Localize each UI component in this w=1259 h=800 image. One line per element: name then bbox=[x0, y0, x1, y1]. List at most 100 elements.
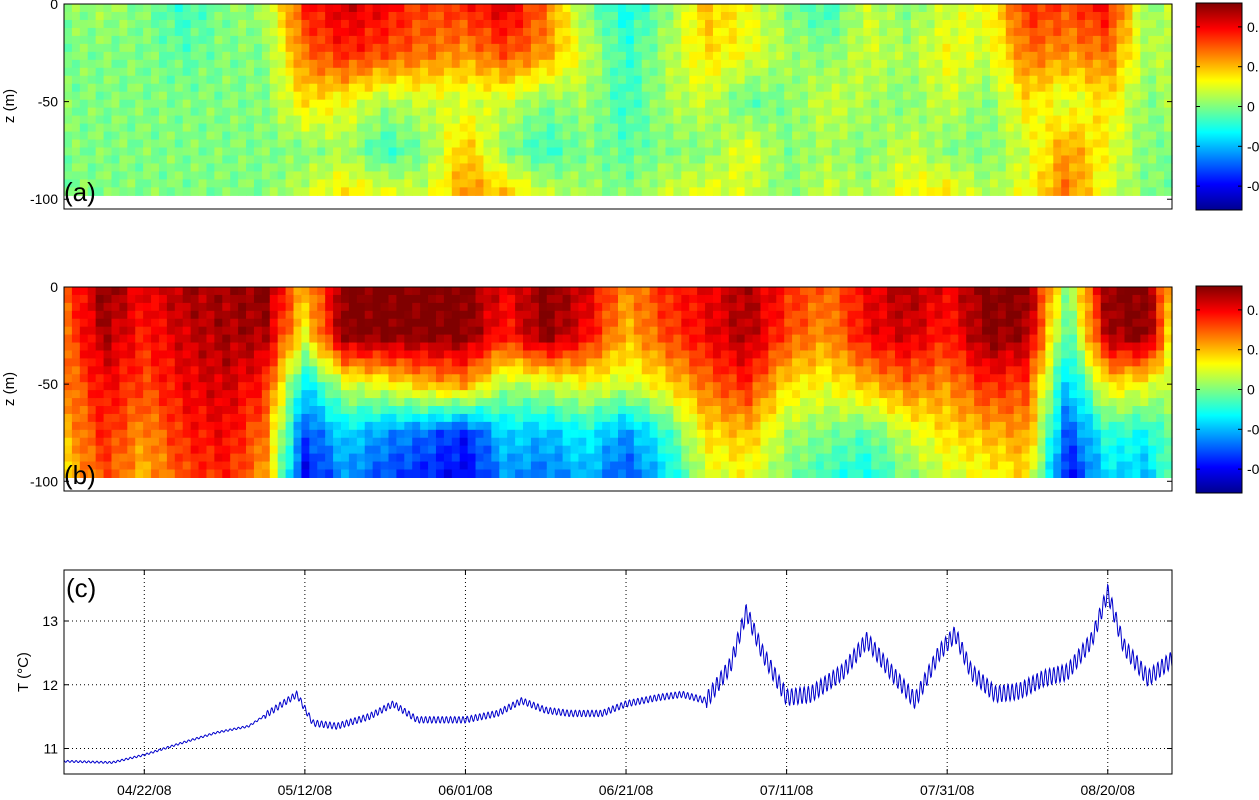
heatmap-cell bbox=[198, 171, 208, 180]
heatmap-cell bbox=[443, 19, 453, 29]
heatmap-cell bbox=[269, 302, 279, 312]
heatmap-cell bbox=[64, 469, 73, 478]
heatmap-cell bbox=[515, 310, 524, 320]
heatmap-cell bbox=[143, 287, 152, 296]
heatmap-cell bbox=[839, 155, 849, 165]
heatmap-cell bbox=[1108, 179, 1118, 188]
heatmap-cell bbox=[586, 366, 595, 375]
heatmap-cell bbox=[570, 421, 580, 431]
heatmap-cell bbox=[119, 35, 128, 45]
heatmap-cell bbox=[261, 43, 271, 53]
heatmap-cell bbox=[649, 139, 659, 149]
heatmap-cell bbox=[388, 35, 397, 45]
heatmap-cell bbox=[261, 99, 271, 109]
heatmap-cell bbox=[618, 43, 627, 53]
heatmap-cell bbox=[523, 437, 532, 447]
heatmap-cell bbox=[103, 334, 113, 344]
heatmap-cell bbox=[230, 390, 239, 399]
heatmap-cell bbox=[364, 35, 374, 45]
heatmap-cell bbox=[246, 334, 255, 344]
heatmap-cell bbox=[538, 453, 548, 463]
heatmap-cell bbox=[372, 382, 382, 391]
heatmap-cell bbox=[420, 43, 429, 53]
heatmap-cell bbox=[902, 11, 912, 21]
heatmap-cell bbox=[641, 147, 651, 157]
heatmap-cell bbox=[435, 437, 445, 447]
heatmap-cell bbox=[261, 445, 271, 455]
heatmap-cell bbox=[182, 310, 192, 320]
heatmap-cell bbox=[230, 350, 239, 359]
heatmap-cell bbox=[879, 171, 888, 180]
heatmap-cell bbox=[546, 390, 556, 399]
heatmap-cell bbox=[166, 287, 176, 296]
heatmap-cell bbox=[95, 35, 105, 45]
heatmap-cell bbox=[1037, 187, 1046, 196]
heatmap-cell bbox=[277, 437, 287, 447]
heatmap-cell bbox=[285, 163, 295, 173]
heatmap-cell bbox=[435, 374, 445, 383]
heatmap-cell bbox=[182, 67, 192, 77]
heatmap-cell bbox=[1013, 155, 1023, 165]
heatmap-cell bbox=[396, 43, 405, 53]
heatmap-cell bbox=[491, 437, 500, 447]
heatmap-cell bbox=[475, 155, 485, 165]
heatmap-cell bbox=[800, 163, 809, 173]
heatmap-cell bbox=[554, 179, 564, 188]
heatmap-cell bbox=[1156, 27, 1165, 37]
heatmap-cell bbox=[230, 179, 239, 188]
heatmap-cell bbox=[341, 179, 350, 188]
heatmap-cell bbox=[246, 19, 255, 29]
heatmap-cell bbox=[198, 302, 208, 312]
heatmap-cell bbox=[499, 390, 508, 399]
heatmap-cell bbox=[222, 163, 231, 173]
heatmap-cell bbox=[950, 4, 959, 13]
heatmap-cell bbox=[341, 75, 350, 85]
heatmap-cell bbox=[341, 413, 350, 423]
heatmap-cell bbox=[942, 11, 951, 21]
heatmap-cell bbox=[285, 99, 295, 109]
heatmap-cell bbox=[815, 115, 825, 125]
heatmap-cell bbox=[657, 171, 667, 180]
heatmap-cell bbox=[997, 139, 1007, 149]
heatmap-cell bbox=[404, 67, 413, 77]
heatmap-cell bbox=[135, 437, 144, 447]
heatmap-cell bbox=[443, 390, 453, 399]
heatmap-cell bbox=[317, 302, 326, 312]
heatmap-cell bbox=[807, 171, 817, 180]
heatmap-cell bbox=[435, 469, 445, 478]
heatmap-cell bbox=[966, 171, 975, 180]
heatmap-cell bbox=[863, 11, 872, 21]
heatmap-cell bbox=[317, 287, 326, 296]
heatmap-cell bbox=[1100, 187, 1110, 196]
heatmap-cell bbox=[855, 27, 864, 37]
heatmap-cell bbox=[507, 374, 516, 383]
heatmap-cell bbox=[71, 43, 81, 53]
heatmap-cell bbox=[1156, 187, 1165, 196]
heatmap-cell bbox=[895, 187, 904, 196]
heatmap-cell bbox=[602, 179, 611, 188]
heatmap-cell bbox=[174, 179, 184, 188]
heatmap-cell bbox=[388, 51, 397, 61]
heatmap-cell bbox=[855, 99, 864, 109]
heatmap-cell bbox=[396, 163, 405, 173]
heatmap-cell bbox=[309, 19, 318, 29]
heatmap-cell bbox=[269, 131, 279, 141]
heatmap-cell bbox=[396, 91, 405, 101]
heatmap-cell bbox=[206, 390, 215, 399]
heatmap-cell bbox=[333, 131, 342, 141]
heatmap-cell bbox=[958, 123, 967, 133]
heatmap-cell bbox=[269, 4, 279, 13]
heatmap-cell bbox=[404, 342, 413, 352]
heatmap-cell bbox=[491, 147, 500, 157]
heatmap-cell bbox=[499, 469, 508, 478]
heatmap-cell bbox=[238, 406, 247, 415]
heatmap-cell bbox=[412, 350, 421, 359]
heatmap-cell bbox=[230, 115, 239, 125]
heatmap-cell bbox=[839, 75, 849, 85]
heatmap-cell bbox=[586, 326, 595, 336]
heatmap-cell bbox=[348, 115, 358, 125]
heatmap-cell bbox=[530, 139, 540, 149]
heatmap-cell bbox=[800, 123, 809, 133]
heatmap-cell bbox=[451, 155, 461, 165]
heatmap-cell bbox=[554, 11, 564, 21]
